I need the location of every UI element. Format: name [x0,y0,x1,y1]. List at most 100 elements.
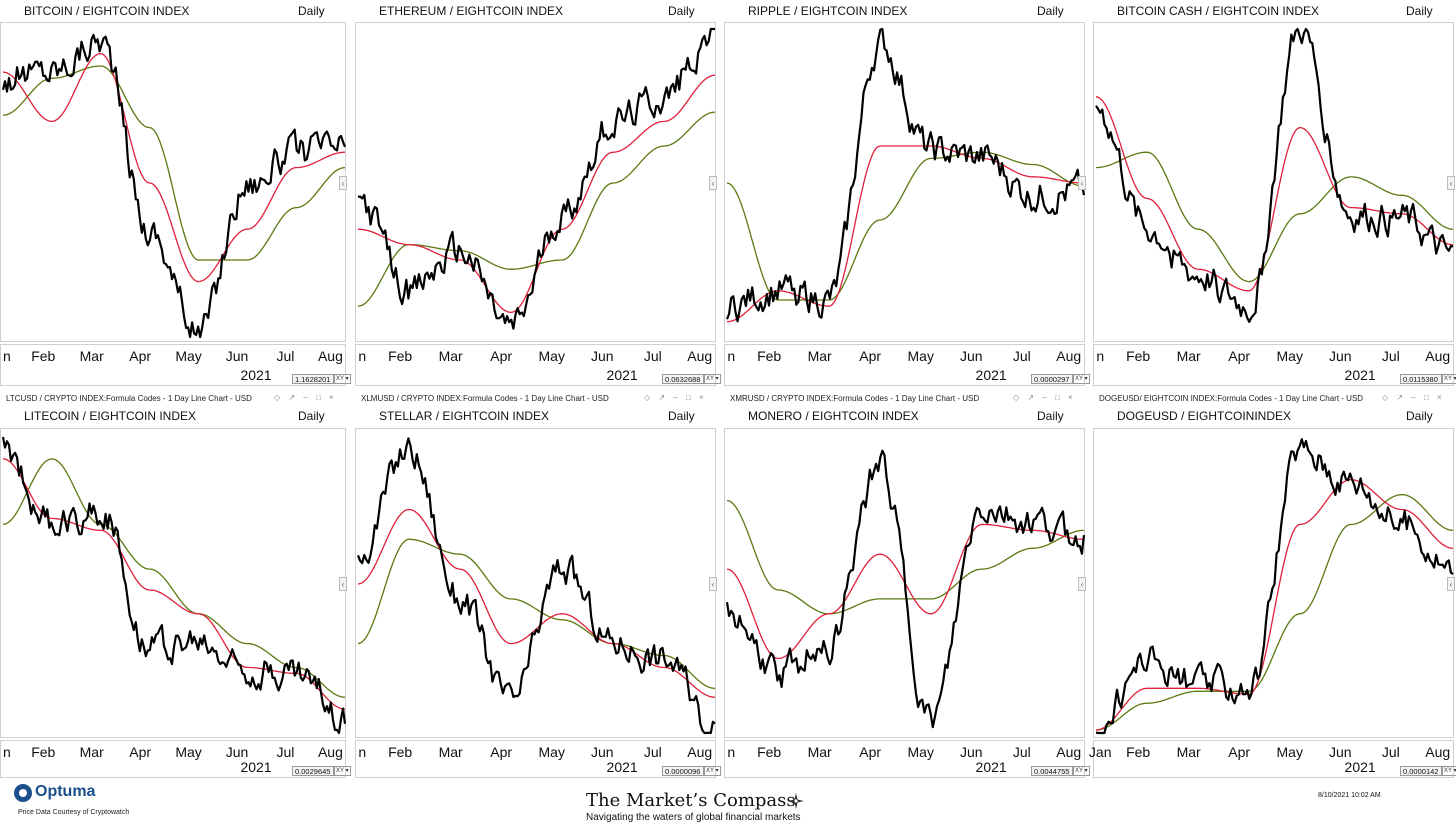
month-tick-label: Aug [317,744,343,760]
month-tick-label: May [538,348,565,364]
xy-toggle-button[interactable]: XY ▾ [1073,374,1090,384]
frequency-label: Daily [298,4,325,18]
month-tick-label: Aug [1056,744,1082,760]
time-axis [724,740,1085,778]
time-axis [724,344,1085,386]
month-tick-label: Jan [1088,744,1112,760]
line-chart-svg [1,33,347,339]
xy-toggle-button[interactable]: XY ▾ [1073,766,1090,776]
month-tick-label: Aug [1056,348,1082,364]
last-value-readout: 0.0632688 [662,374,704,384]
brand-tagline: Navigating the waters of global financia… [586,812,801,823]
frequency-label: Daily [1406,4,1433,18]
price-line [1095,27,1454,323]
month-tick-label: Apr [129,744,152,760]
month-tick-label: Jul [1381,348,1400,364]
window-controls[interactable]: ◇ ↗ – □ × [274,393,337,402]
frequency-label: Daily [668,409,695,423]
plot-area[interactable] [724,428,1086,738]
long-ma-line [357,538,716,689]
month-tick-label: May [175,744,202,760]
line-chart-svg [725,27,1086,323]
scroll-left-icon[interactable]: ‹ [339,577,347,591]
month-tick-label: n [727,348,736,364]
chart-title: DOGEUSD / EIGHTCOININDEX [1117,409,1292,423]
month-tick-label: Jun [225,744,249,760]
frequency-label: Daily [1406,409,1433,423]
time-axis [355,740,716,778]
line-chart-svg [1095,27,1454,323]
chart-title: BITCOIN / EIGHTCOIN INDEX [24,4,190,18]
scroll-left-icon[interactable]: ‹ [1078,577,1086,591]
scroll-left-icon[interactable]: ‹ [1078,176,1086,190]
month-tick-label: May [1276,348,1303,364]
xy-toggle-button[interactable]: XY ▾ [334,374,351,384]
short-ma-line [1095,479,1454,731]
month-tick-label: Jun [959,348,983,364]
time-axis [0,740,346,778]
month-tick-label: n [3,744,11,760]
timestamp: 8/10/2021 10:02 AM [1318,792,1381,799]
price-line [725,449,1086,729]
month-tick-label: Aug [687,348,713,364]
xy-toggle-button[interactable]: XY ▾ [334,766,351,776]
long-ma-line [1095,493,1454,731]
plot-area[interactable] [355,22,716,342]
xy-toggle-button[interactable]: XY ▾ [1442,374,1456,384]
time-axis [1093,344,1454,386]
chart-title: BITCOIN CASH / EIGHTCOIN INDEX [1117,4,1320,18]
month-tick-label: Feb [757,744,782,760]
month-tick-label: Jun [225,348,249,364]
month-tick-label: Apr [490,348,513,364]
month-tick-label: Mar [79,348,104,364]
plot-area[interactable] [0,428,347,738]
year-label: 2021 [1344,759,1376,775]
chart-title: LITECOIN / EIGHTCOIN INDEX [24,409,197,423]
scroll-left-icon[interactable]: ‹ [709,577,717,591]
plot-area[interactable] [1093,428,1454,738]
month-tick-label: Feb [1126,744,1151,760]
last-value-readout: 0.0000297 [1031,374,1073,384]
xy-toggle-button[interactable]: XY ▾ [704,766,721,776]
month-tick-label: n [727,744,736,760]
short-ma-line [1095,96,1454,292]
scroll-left-icon[interactable]: ‹ [1447,577,1455,591]
last-value-readout: 0.0000142 [1400,766,1442,776]
month-tick-label: Aug [687,744,713,760]
plot-area[interactable] [0,22,347,342]
month-tick-label: Apr [129,348,152,364]
year-label: 2021 [975,367,1007,383]
month-tick-label: Feb [31,744,56,760]
window-controls[interactable]: ◇ ↗ – □ × [644,393,707,402]
plot-area[interactable] [355,428,716,738]
scroll-left-icon[interactable]: ‹ [709,176,717,190]
plot-area[interactable] [724,22,1086,342]
time-axis [1093,740,1454,778]
month-tick-label: Apr [1228,744,1251,760]
chart-title: MONERO / EIGHTCOIN INDEX [748,409,919,423]
short-ma-line [2,458,346,710]
month-tick-label: Apr [859,348,882,364]
window-controls[interactable]: ◇ ↗ – □ × [1013,393,1076,402]
scroll-left-icon[interactable]: ‹ [1447,176,1455,190]
scroll-left-icon[interactable]: ‹ [339,176,347,190]
year-label: 2021 [606,367,638,383]
long-ma-line [726,151,1085,301]
year-label: 2021 [975,759,1007,775]
short-ma-line [2,53,346,283]
month-tick-label: n [358,744,367,760]
short-ma-line [357,508,716,698]
xy-toggle-button[interactable]: XY ▾ [1442,766,1456,776]
last-value-readout: 0.0029645 [292,766,334,776]
plot-area[interactable] [1093,22,1454,342]
chart-title: ETHEREUM / EIGHTCOIN INDEX [379,4,564,18]
xy-toggle-button[interactable]: XY ▾ [704,374,721,384]
month-tick-label: Mar [1176,348,1201,364]
month-tick-label: Aug [1425,744,1451,760]
month-tick-label: Feb [388,744,413,760]
line-chart-svg [1,436,347,735]
window-controls[interactable]: ◇ ↗ – □ × [1382,393,1445,402]
line-chart-svg [725,449,1086,729]
month-tick-label: Mar [807,348,832,364]
month-tick-label: Mar [438,348,463,364]
